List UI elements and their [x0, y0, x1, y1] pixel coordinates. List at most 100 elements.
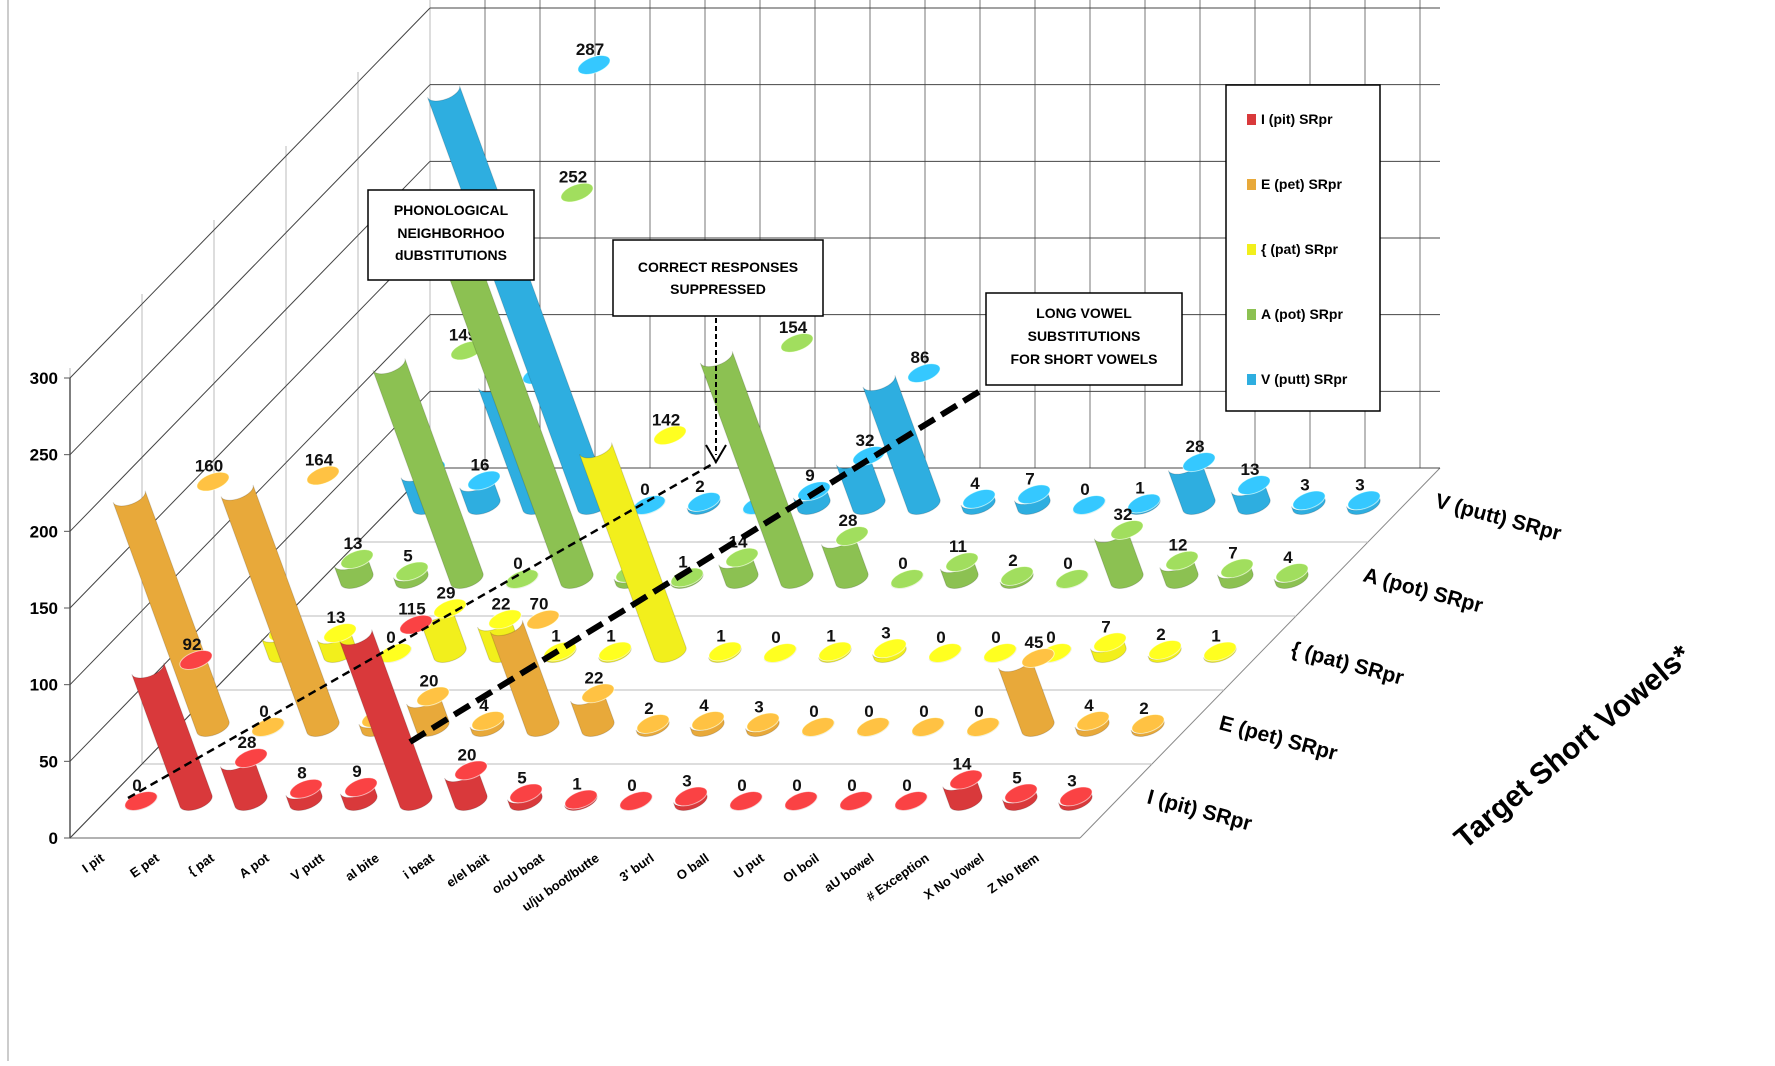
bar-top	[598, 641, 632, 662]
bar-top	[911, 716, 945, 738]
floor-edge	[1079, 467, 1441, 839]
legend-swatch	[1247, 179, 1256, 190]
bar	[1057, 786, 1093, 811]
bar	[418, 598, 467, 663]
data-label: 0	[132, 776, 141, 795]
data-label: 1	[572, 774, 581, 793]
data-label: 2	[1008, 551, 1017, 570]
bar-body	[997, 656, 1055, 737]
bar-top	[636, 713, 670, 734]
bar-top	[1182, 452, 1216, 473]
bar	[894, 790, 928, 812]
bar-top	[1237, 475, 1271, 496]
data-label: 28	[839, 511, 858, 530]
x-tick-label: aI bite	[342, 850, 381, 884]
x-tick-label: OI boil	[780, 850, 822, 885]
y-tick-label: 50	[39, 752, 58, 771]
bar	[1127, 493, 1161, 515]
data-label: 4	[1283, 548, 1293, 567]
y-tick-label: 150	[30, 599, 58, 618]
bar-body	[699, 351, 814, 589]
bar-top	[344, 777, 378, 798]
bar	[856, 716, 890, 738]
data-label: 0	[1046, 628, 1055, 647]
bar	[939, 552, 979, 589]
data-label: 9	[805, 466, 814, 485]
bar-top	[780, 332, 814, 353]
bar	[1093, 519, 1144, 589]
bar-top	[856, 716, 890, 738]
annotation-box	[985, 292, 1183, 386]
data-label: 0	[902, 776, 911, 795]
data-label: 0	[809, 702, 818, 721]
data-label: 3	[754, 697, 763, 716]
data-label: 2	[644, 699, 653, 718]
legend-label: V (putt) SRpr	[1261, 371, 1348, 387]
series-axis-label: E (pet) SRpr	[1217, 712, 1340, 766]
x-tick-label: { pat	[185, 850, 217, 879]
axis-title: Target Short Vowels*	[1448, 639, 1697, 856]
data-label: 13	[344, 534, 363, 553]
bar-top	[1059, 786, 1093, 807]
bar-top	[416, 686, 450, 707]
bar-top	[433, 598, 467, 619]
data-label: 5	[517, 768, 526, 787]
bar	[839, 790, 873, 812]
y-tick-label: 200	[30, 522, 58, 541]
series-axis-label: V (putt) SRpr	[1433, 490, 1564, 546]
x-tick-label: 3' burl	[617, 850, 657, 884]
data-label: 7	[1101, 617, 1110, 636]
data-label: 22	[585, 668, 604, 687]
bar-body	[112, 490, 230, 737]
data-label: 0	[640, 480, 649, 499]
bar	[689, 710, 725, 737]
bar-top	[340, 549, 374, 570]
bar-top	[1093, 632, 1127, 653]
bar	[505, 568, 539, 590]
data-label: 0	[898, 554, 907, 573]
data-label: 29	[437, 584, 456, 603]
bar	[966, 716, 1000, 738]
grid-line	[69, 390, 431, 762]
bar-top	[945, 552, 979, 573]
x-tick-label: V putt	[288, 850, 327, 884]
bar-top	[1127, 493, 1161, 514]
data-label: 7	[1228, 543, 1237, 562]
bar	[871, 638, 907, 663]
bar-top	[818, 641, 852, 662]
bar-body	[339, 629, 433, 811]
bar-top	[928, 642, 962, 664]
data-label: 5	[1012, 768, 1021, 787]
bar	[372, 340, 484, 589]
bar	[131, 649, 213, 811]
bar-top	[962, 488, 996, 509]
data-label: 164	[305, 451, 334, 470]
bar-top	[564, 789, 598, 810]
bar-top	[179, 649, 213, 670]
bar	[672, 786, 708, 811]
bar	[820, 526, 869, 589]
diagonal-line	[408, 385, 987, 745]
data-label: 28	[238, 733, 257, 752]
data-label: 0	[737, 776, 746, 795]
data-label: 32	[856, 431, 875, 450]
annotation-text: dUBSTITUTIONS	[395, 247, 507, 263]
bar	[392, 561, 429, 589]
bar-top	[725, 547, 759, 568]
bar-top	[526, 609, 560, 630]
bar-top	[873, 638, 907, 659]
y-tick-label: 100	[30, 676, 58, 695]
data-label: 92	[183, 635, 202, 654]
bar-top	[619, 790, 653, 812]
bar	[333, 549, 374, 589]
bar-top	[234, 748, 268, 769]
bar-top	[306, 465, 340, 486]
data-label: 0	[771, 628, 780, 647]
bar	[469, 710, 505, 737]
data-label: 13	[1241, 460, 1260, 479]
x-tick-label: I pit	[79, 850, 107, 876]
bar	[1216, 558, 1254, 589]
bar	[444, 760, 488, 811]
diagonal-line	[127, 460, 717, 800]
series-axis-label: I (pit) SRpr	[1145, 786, 1255, 836]
